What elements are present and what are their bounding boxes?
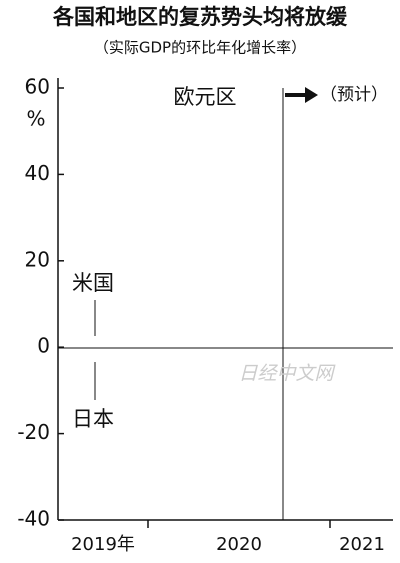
series-label: 欧元区 <box>174 85 237 109</box>
series-label: 米国 <box>72 271 114 295</box>
x-year-label: 2021 <box>339 534 385 555</box>
y-unit: % <box>26 107 45 131</box>
y-tick-label: 40 <box>25 161 50 185</box>
chart-subtitle: （实际GDP的环比年化增长率） <box>94 39 306 57</box>
forecast-label: （预计） <box>320 85 388 105</box>
x-year-label: 2019年 <box>71 534 135 555</box>
chart-title: 各国和地区的复苏势头均将放缓 <box>52 5 348 29</box>
y-tick-label: 0 <box>37 334 50 358</box>
y-tick-label: 20 <box>25 247 50 271</box>
series-label: 日本 <box>72 407 114 431</box>
x-year-label: 2020 <box>216 534 262 555</box>
forecast-arrow <box>285 87 318 103</box>
y-tick-label: -40 <box>17 507 50 531</box>
y-tick-label: -20 <box>17 420 50 444</box>
y-tick-label: 60 <box>25 75 50 99</box>
watermark: 日经中文网 <box>238 363 336 385</box>
